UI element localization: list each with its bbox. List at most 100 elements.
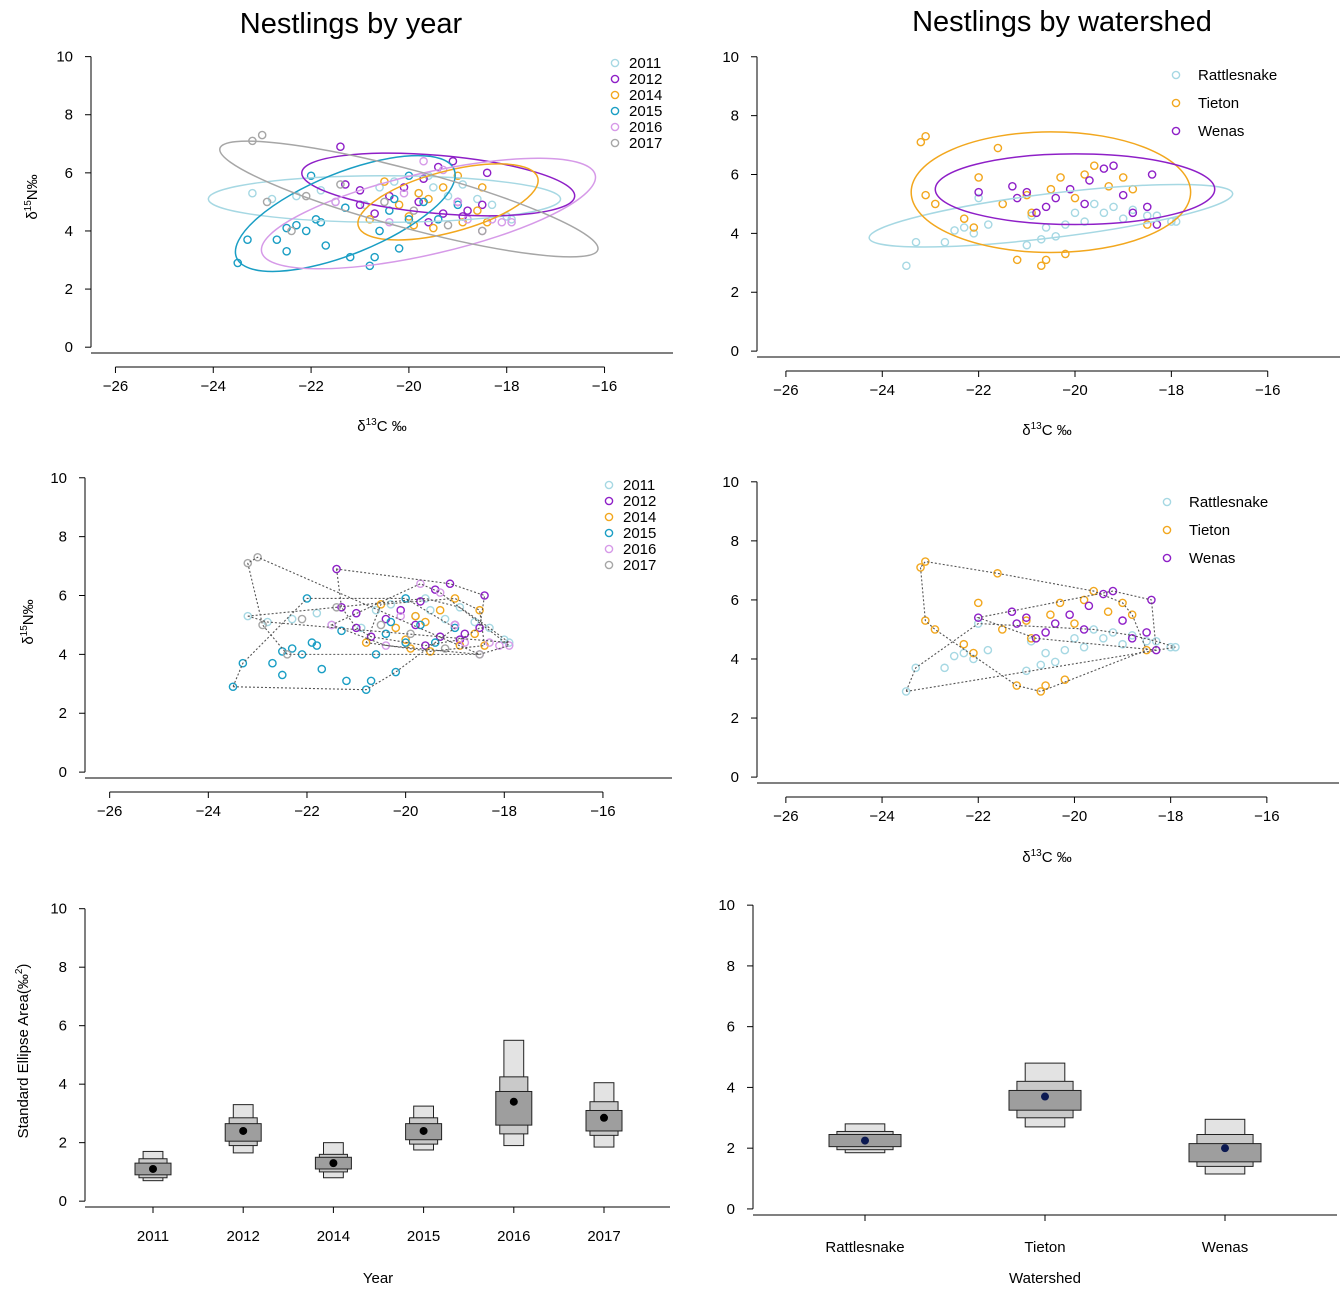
year-hulls-point-2017 xyxy=(297,614,307,624)
year-hulls-point-2015 xyxy=(401,594,410,603)
watershed-sea-x-axis-label: Watershed xyxy=(1009,1270,1081,1287)
year-hulls-point-2015 xyxy=(287,644,297,653)
watershed-ellipses-legend-label: Tieton xyxy=(1198,95,1239,112)
watershed-hulls-point-Tieton xyxy=(1022,616,1031,625)
year-hulls-point-2012 xyxy=(480,591,489,600)
watershed-hulls-point-Wenas xyxy=(1084,601,1094,611)
watershed-ellipses-legend-marker xyxy=(1171,98,1181,108)
year-hulls-y-tick-label: 6 xyxy=(59,588,67,605)
year-hulls-point-2015 xyxy=(278,670,287,680)
year-ellipses-x-tick-label: −24 xyxy=(201,378,226,395)
watershed-hulls-point-Wenas xyxy=(1079,625,1089,634)
watershed-ellipses-point-Rattlesnake xyxy=(911,237,921,247)
watershed-ellipses-point-Rattlesnake xyxy=(959,223,969,232)
watershed-ellipses-x-tick-label: −16 xyxy=(1255,382,1280,399)
watershed-sea-y-tick-label: 0 xyxy=(727,1201,735,1218)
year-hulls-point-2016 xyxy=(504,641,514,650)
watershed-ellipses-point-Tieton xyxy=(1118,173,1128,182)
year-ellipses-x-tick-label: −20 xyxy=(396,378,421,395)
year-ellipses-point-2017 xyxy=(287,226,296,236)
watershed-hulls-point-Rattlesnake xyxy=(949,651,959,661)
watershed-ellipses-point-Wenas xyxy=(1128,208,1138,218)
year-ellipses-point-2012 xyxy=(414,197,423,207)
watershed-ellipses-point-Wenas xyxy=(1080,199,1089,209)
watershed-hulls-point-Wenas xyxy=(973,613,983,622)
year-hulls-y-tick-label: 4 xyxy=(59,646,67,663)
year-sea-x-tick-label: 2015 xyxy=(407,1228,440,1245)
watershed-ellipses-point-Wenas xyxy=(1041,202,1051,212)
year-hulls-point-2011 xyxy=(371,605,381,615)
watershed-ellipses-point-Tieton xyxy=(969,223,979,232)
watershed-ellipses-point-Tieton xyxy=(930,199,940,209)
year-sea-mode-point xyxy=(329,1159,338,1168)
watershed-ellipses-point-Rattlesnake xyxy=(1142,211,1152,221)
watershed-hulls-point-Tieton xyxy=(959,639,969,649)
watershed-ellipses-ellipse-Wenas xyxy=(934,153,1216,226)
year-ellipses-point-2012 xyxy=(448,156,458,166)
year-hulls-point-2017 xyxy=(243,558,253,568)
watershed-ellipses-point-Tieton xyxy=(1022,190,1032,200)
year-ellipses-point-2012 xyxy=(477,200,487,210)
year-hulls-legend-label: 2014 xyxy=(623,509,656,526)
watershed-hulls-point-Rattlesnake xyxy=(1070,634,1079,643)
watershed-hulls-point-Tieton xyxy=(1142,645,1151,655)
year-sea-x-tick-label: 2012 xyxy=(227,1228,260,1245)
year-ellipses-legend-label: 2014 xyxy=(629,87,662,104)
year-ellipses-point-2016 xyxy=(497,217,507,227)
year-hulls-point-2016 xyxy=(460,638,470,647)
watershed-hulls-point-Wenas xyxy=(1007,607,1017,617)
year-hulls-point-2015 xyxy=(430,638,440,647)
year-ellipses-point-2011 xyxy=(473,194,482,204)
watershed-ellipses-y-tick-label: 8 xyxy=(731,108,739,125)
year-hulls-legend-label: 2012 xyxy=(623,493,656,510)
year-sea-mode-point xyxy=(239,1126,248,1135)
watershed-ellipses-point-Rattlesnake xyxy=(1152,211,1162,221)
watershed-hulls-x-tick-label: −20 xyxy=(1062,808,1087,825)
watershed-sea-y-tick-label: 6 xyxy=(727,1019,735,1036)
watershed-ellipses-point-Wenas xyxy=(1065,184,1075,194)
watershed-hulls-point-Tieton xyxy=(1127,610,1137,619)
watershed-ellipses-point-Rattlesnake xyxy=(1128,205,1138,215)
year-ellipses-point-2016 xyxy=(507,217,516,227)
year-hulls-legend-marker xyxy=(604,560,614,570)
year-hulls-point-2016 xyxy=(416,579,425,589)
watershed-ellipses-point-Wenas xyxy=(1008,181,1017,191)
year-ellipses-point-2012 xyxy=(355,185,365,195)
watershed-sea-x-tick-label: Tieton xyxy=(1024,1239,1065,1256)
year-hulls-point-2011 xyxy=(455,602,465,612)
year-hulls-legend-marker xyxy=(604,528,614,538)
year-ellipses-point-2012 xyxy=(370,209,379,218)
year-ellipses-legend-label: 2015 xyxy=(629,103,662,120)
year-ellipses-x-axis-label: δ13C ‰ xyxy=(357,417,406,435)
watershed-ellipses-point-Tieton xyxy=(1104,181,1114,191)
year-hulls-point-2017 xyxy=(440,644,450,653)
year-hulls-point-2012 xyxy=(445,579,455,589)
year-hulls-point-2011 xyxy=(243,611,253,621)
watershed-hulls-point-Rattlesnake xyxy=(1151,636,1161,646)
watershed-hulls-point-Rattlesnake xyxy=(1079,642,1089,652)
year-hulls-point-2014 xyxy=(435,605,445,615)
year-hulls-point-2012 xyxy=(352,623,361,633)
watershed-hulls-point-Tieton xyxy=(921,557,930,566)
watershed-hulls-legend-marker xyxy=(1162,553,1172,563)
year-hulls-point-2015 xyxy=(401,638,410,647)
watershed-hulls-point-Tieton xyxy=(1070,619,1079,628)
watershed-ellipses-point-Rattlesnake xyxy=(1041,223,1051,232)
year-sea-x-axis-label: Year xyxy=(363,1270,393,1287)
year-hulls-hull-2012 xyxy=(335,568,486,647)
watershed-ellipses-point-Wenas xyxy=(1099,164,1109,173)
year-hulls-point-2015 xyxy=(302,594,312,603)
year-ellipses-point-2014 xyxy=(394,200,404,210)
watershed-hulls-x-tick-label: −24 xyxy=(869,808,894,825)
year-hulls-point-2012 xyxy=(332,564,341,574)
watershed-ellipses-x-tick-label: −26 xyxy=(773,382,798,399)
watershed-ellipses-point-Tieton xyxy=(1041,255,1051,265)
year-sea-x-tick-label: 2017 xyxy=(587,1228,620,1245)
watershed-sea-mode-point xyxy=(861,1136,869,1145)
year-hulls-point-2015 xyxy=(238,658,248,668)
year-sea-panel: 0 2 4 6 8 10 2011 2012 2014 2015 2016 2017 Year Stand… xyxy=(14,901,670,1287)
watershed-hulls-legend-marker xyxy=(1162,525,1172,535)
watershed-ellipses-point-Tieton xyxy=(1046,184,1056,194)
watershed-ellipses-legend-marker xyxy=(1171,70,1181,80)
